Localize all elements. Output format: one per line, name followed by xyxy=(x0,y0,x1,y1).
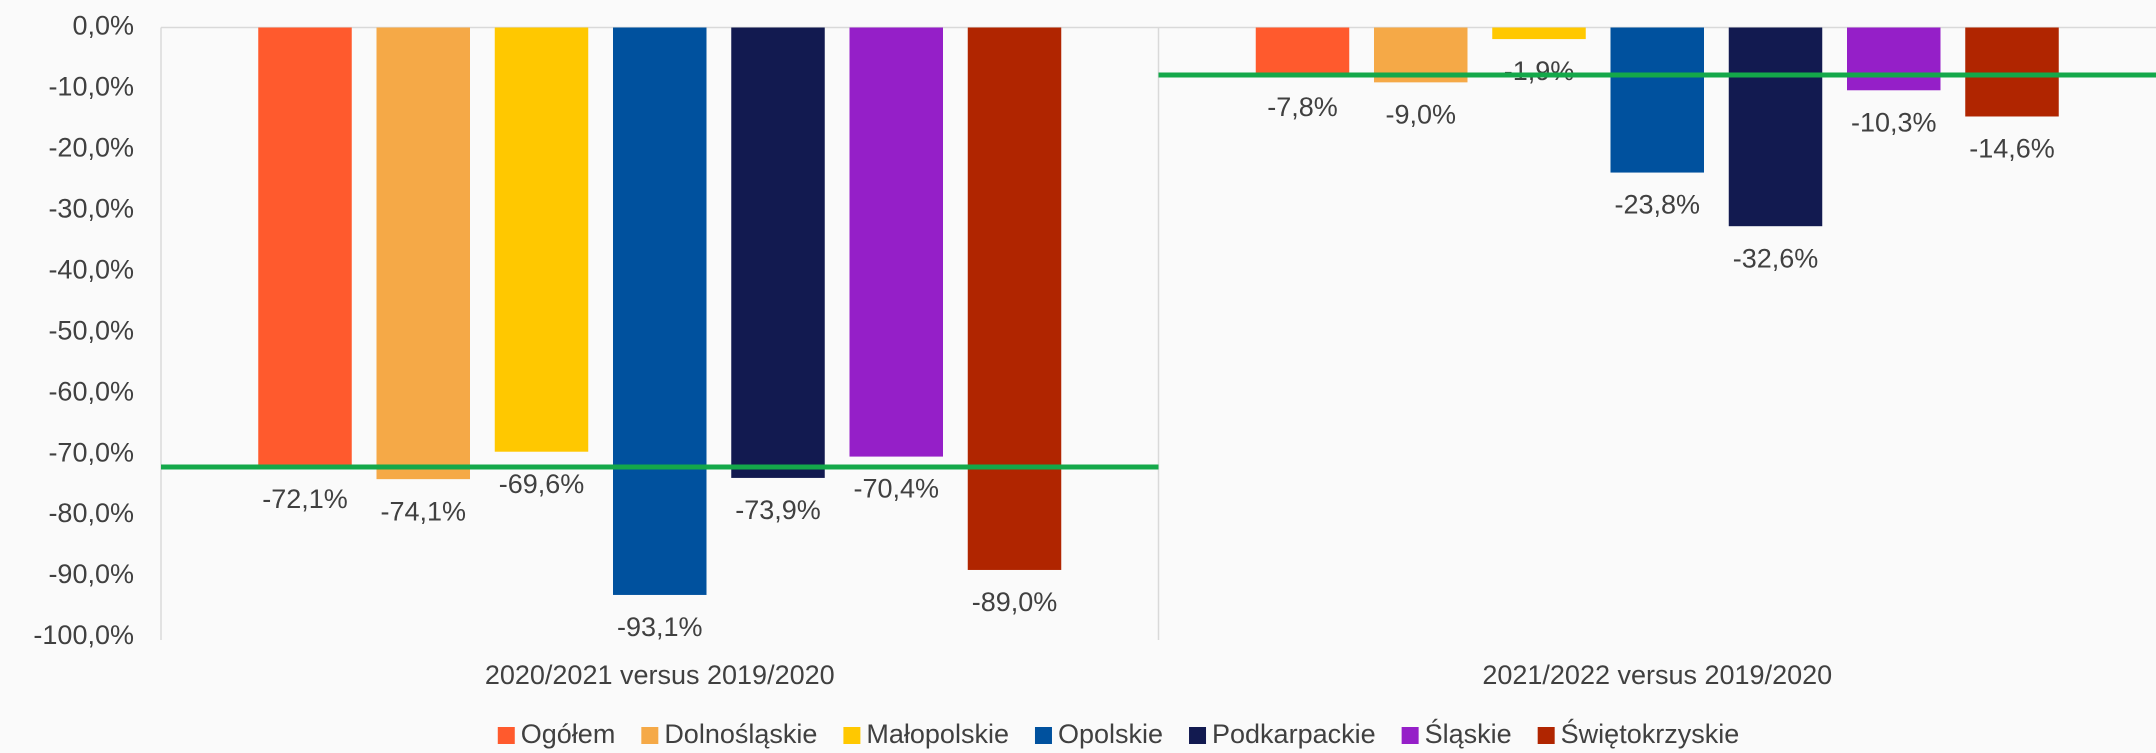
legend-swatch xyxy=(641,727,659,744)
bar xyxy=(1728,27,1823,227)
y-tick-label: -90,0% xyxy=(48,559,134,589)
value-label: -32,6% xyxy=(1733,243,1819,273)
value-label: -14,6% xyxy=(1969,134,2055,164)
value-label: -10,3% xyxy=(1851,107,1937,137)
y-tick-label: -100,0% xyxy=(33,620,134,650)
y-tick-label: -40,0% xyxy=(48,254,134,284)
x-tick-label: 2020/2021 versus 2019/2020 xyxy=(485,660,835,690)
bar xyxy=(376,27,470,480)
legend-label: Śląskie xyxy=(1425,717,1512,749)
bar xyxy=(1965,27,2059,117)
y-tick-label: -80,0% xyxy=(48,498,134,528)
value-label: -73,9% xyxy=(735,495,821,525)
bar xyxy=(613,27,707,595)
y-tick-label: -70,0% xyxy=(48,437,134,467)
y-tick-label: 0,0% xyxy=(72,11,134,41)
value-label: -9,0% xyxy=(1385,99,1456,129)
legend-swatch xyxy=(1034,727,1052,744)
legend-label: Małopolskie xyxy=(866,719,1009,749)
y-tick-label: -30,0% xyxy=(48,193,134,223)
legend-label: Podkarpackie xyxy=(1212,719,1376,749)
legend-swatch xyxy=(843,727,861,744)
bar xyxy=(731,27,825,478)
legend-swatch xyxy=(1537,727,1555,744)
value-label: -89,0% xyxy=(972,587,1058,617)
value-label: -69,6% xyxy=(499,469,585,499)
value-label: -7,8% xyxy=(1267,92,1338,122)
legend-swatch xyxy=(1401,727,1419,744)
bar xyxy=(967,27,1062,570)
legend-swatch xyxy=(497,727,515,744)
value-label: -70,4% xyxy=(853,474,939,504)
bar xyxy=(494,27,589,452)
bar xyxy=(258,27,352,467)
value-label: -1,9% xyxy=(1504,56,1575,86)
bar xyxy=(1847,27,1941,91)
bar xyxy=(1610,27,1704,173)
x-tick-label: 2021/2022 versus 2019/2020 xyxy=(1482,660,1832,690)
bar xyxy=(1255,27,1350,76)
legend-label: Ogółem xyxy=(521,719,616,749)
y-tick-label: -20,0% xyxy=(48,133,134,163)
bar xyxy=(1492,27,1586,40)
y-tick-label: -10,0% xyxy=(48,72,134,102)
y-tick-label: -50,0% xyxy=(48,315,134,345)
value-label: -74,1% xyxy=(380,496,466,526)
legend-label: Opolskie xyxy=(1058,719,1163,749)
value-label: -23,8% xyxy=(1614,190,1700,220)
legend-label: Świętokrzyskie xyxy=(1561,717,1740,749)
value-label: -93,1% xyxy=(617,612,703,642)
legend-swatch xyxy=(1189,727,1207,744)
legend-label: Dolnośląskie xyxy=(664,719,817,749)
y-tick-label: -60,0% xyxy=(48,376,134,406)
bar xyxy=(849,27,943,457)
value-label: -72,1% xyxy=(262,484,348,514)
